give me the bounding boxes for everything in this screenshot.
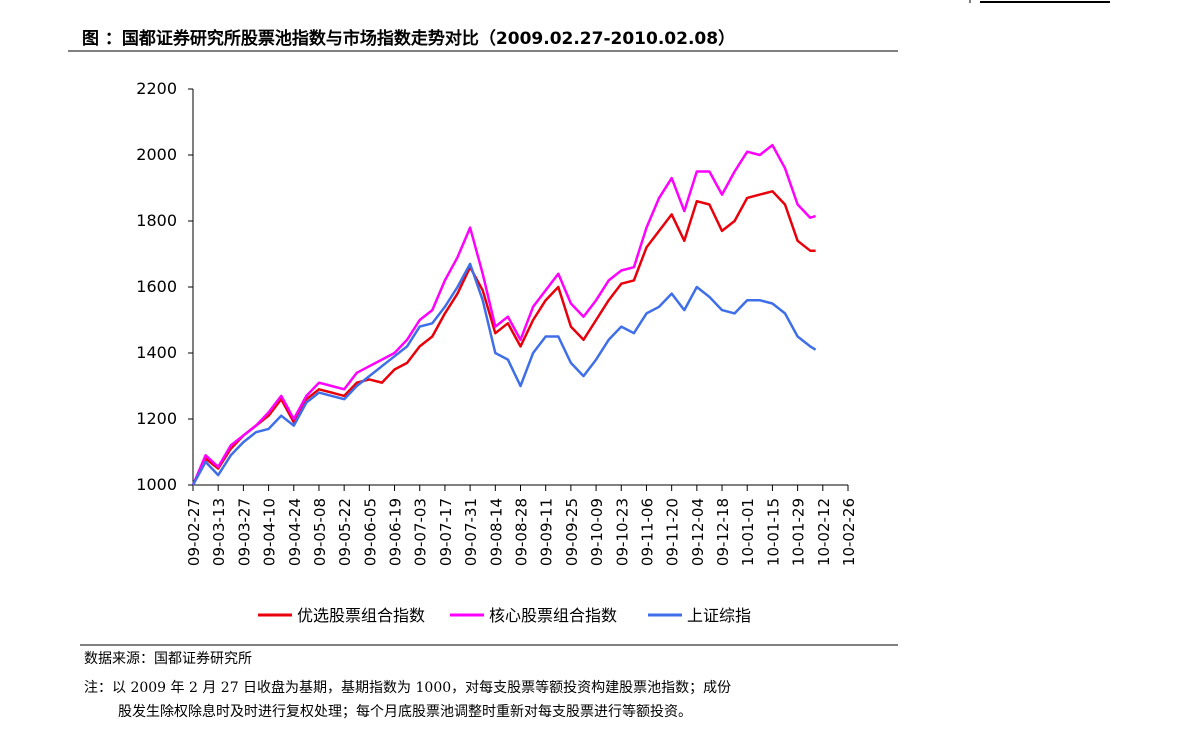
x-tick-label: 09-08-28 xyxy=(513,498,531,566)
note: 股发生除权除息时及时进行复权处理；每个月底股票池调整时重新对每支股票进行等额投资… xyxy=(118,703,692,720)
x-tick-label: 09-05-08 xyxy=(311,498,329,566)
x-tick-label: 10-02-12 xyxy=(815,498,833,566)
x-tick-label: 10-02-26 xyxy=(840,498,858,566)
x-tick-label: 09-06-05 xyxy=(361,498,379,566)
x-tick-label: 09-07-03 xyxy=(412,498,430,566)
x-tick-label: 10-01-01 xyxy=(739,498,757,566)
x-tick-label: 09-10-09 xyxy=(588,498,606,566)
x-tick-label: 09-09-11 xyxy=(538,498,556,566)
chart-title: 图 ：国都证券研究所股票池指数与市场指数走势对比（2009.02.27-2010… xyxy=(82,28,735,49)
x-tick-label: 10-01-15 xyxy=(764,498,782,566)
x-tick-label: 09-04-24 xyxy=(286,498,304,566)
legend-label: 优选股票组合指数 xyxy=(297,606,425,625)
x-tick-label: 09-11-06 xyxy=(638,498,656,566)
x-tick-label: 09-10-23 xyxy=(613,498,631,566)
y-tick-label: 1200 xyxy=(136,409,177,428)
legend-label: 上证综指 xyxy=(687,606,751,625)
source: 数据来源：国都证券研究所 xyxy=(84,651,252,667)
series-line xyxy=(191,143,816,486)
note: 注：以 2009 年 2 月 27 日收盘为基期，基期指数为 1000，对每支股… xyxy=(84,679,731,696)
x-tick-label: 09-12-18 xyxy=(714,498,732,566)
x-tick-label: 09-08-14 xyxy=(487,498,505,566)
y-tick-label: 1600 xyxy=(136,277,177,296)
y-tick-label: 1000 xyxy=(136,475,177,494)
y-tick-label: 2200 xyxy=(136,79,177,98)
x-tick-label: 09-05-22 xyxy=(336,498,354,566)
x-tick-label: 09-06-19 xyxy=(387,498,405,566)
x-tick-label: 10-01-29 xyxy=(790,498,808,566)
x-tick-label: 09-11-20 xyxy=(664,498,682,566)
series-line xyxy=(191,262,817,486)
x-tick-label: 09-03-13 xyxy=(210,498,228,566)
x-tick-label: 09-04-10 xyxy=(261,498,279,566)
x-tick-label: 09-09-25 xyxy=(563,498,581,566)
y-tick-label: 1400 xyxy=(136,343,177,362)
x-tick-label: 09-03-27 xyxy=(235,498,253,566)
y-tick-label: 2000 xyxy=(136,145,177,164)
y-tick-label: 1800 xyxy=(136,211,177,230)
x-tick-label: 09-02-27 xyxy=(185,498,203,566)
legend-label: 核心股票组合指数 xyxy=(489,606,617,625)
series-line xyxy=(191,190,816,486)
x-tick-label: 09-07-31 xyxy=(462,498,480,566)
x-tick-label: 09-07-17 xyxy=(437,498,455,566)
x-tick-label: 09-12-04 xyxy=(689,498,707,566)
